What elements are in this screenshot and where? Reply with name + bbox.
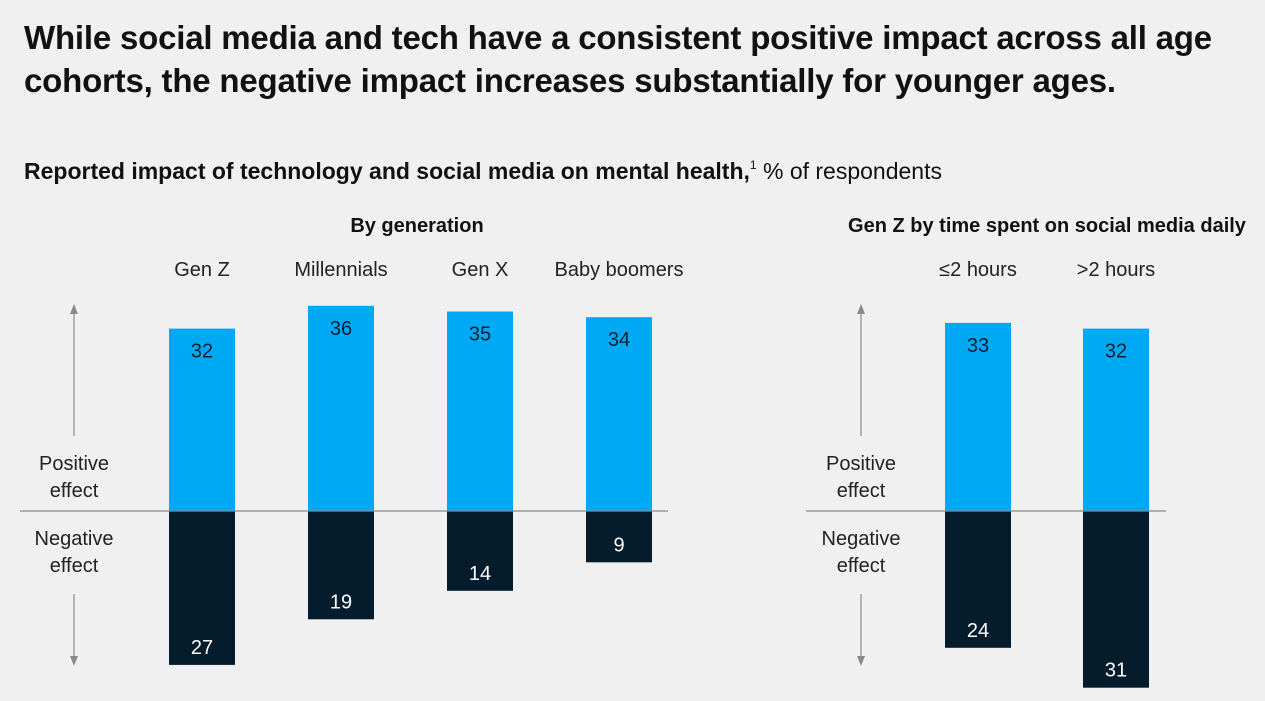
data-label-negative: 27: [191, 637, 213, 659]
arrow-down-icon: [857, 656, 865, 666]
category-label: Gen X: [452, 259, 509, 281]
positive-effect-label-line1: Positive: [826, 453, 896, 475]
data-label-positive: 33: [967, 335, 989, 357]
panel-title: By generation: [350, 215, 483, 237]
panel-title: Gen Z by time spent on social media dail…: [848, 215, 1247, 237]
footnote-marker: 1: [749, 158, 757, 172]
data-label-positive: 35: [469, 324, 491, 346]
data-label-positive: 32: [191, 341, 213, 363]
negative-effect-label-line1: Negative: [35, 528, 114, 550]
bar-positive: [945, 322, 1011, 511]
subtitle-unit: % of respondents: [756, 158, 942, 184]
data-label-positive: 34: [608, 329, 630, 351]
bar-positive: [169, 328, 235, 511]
positive-effect-label-line1: Positive: [39, 453, 109, 475]
data-label-negative: 19: [330, 591, 352, 613]
bar-negative: [1083, 511, 1149, 688]
negative-effect-label-line1: Negative: [822, 528, 901, 550]
data-label-negative: 14: [469, 563, 491, 585]
positive-effect-label-line2: effect: [50, 480, 99, 502]
bar-negative: [586, 511, 652, 563]
bar-negative: [447, 511, 513, 591]
bar-positive: [447, 311, 513, 511]
data-label-positive: 36: [330, 318, 352, 340]
arrow-up-icon: [857, 304, 865, 314]
arrow-up-icon: [70, 304, 78, 314]
bar-negative: [945, 511, 1011, 648]
positive-effect-label-line2: effect: [837, 480, 886, 502]
chart-panel-genz-time: Gen Z by time spent on social media dail…: [806, 215, 1247, 688]
category-label: Gen Z: [174, 259, 230, 281]
data-label-negative: 24: [967, 620, 989, 642]
negative-effect-label-line2: effect: [50, 555, 99, 577]
bar-negative: [308, 511, 374, 620]
category-label: Millennials: [294, 259, 387, 281]
category-label: Baby boomers: [555, 259, 684, 281]
headline: While social media and tech have a consi…: [24, 19, 1212, 99]
data-label-negative: 9: [613, 534, 624, 556]
data-label-positive: 32: [1105, 341, 1127, 363]
bar-positive: [1083, 328, 1149, 511]
category-label: >2 hours: [1077, 259, 1155, 281]
subtitle-bold: Reported impact of technology and social…: [24, 158, 750, 184]
category-label: ≤2 hours: [939, 259, 1017, 281]
chart-subtitle: Reported impact of technology and social…: [24, 150, 942, 186]
bar-positive: [308, 305, 374, 511]
chart-panel-by-generation: By generation Gen Z Millennials Gen X Baby b…: [20, 215, 683, 666]
bar-positive: [586, 317, 652, 511]
negative-effect-label-line2: effect: [837, 555, 886, 577]
bar-negative: [169, 511, 235, 665]
arrow-down-icon: [70, 656, 78, 666]
data-label-negative: 31: [1105, 660, 1127, 682]
